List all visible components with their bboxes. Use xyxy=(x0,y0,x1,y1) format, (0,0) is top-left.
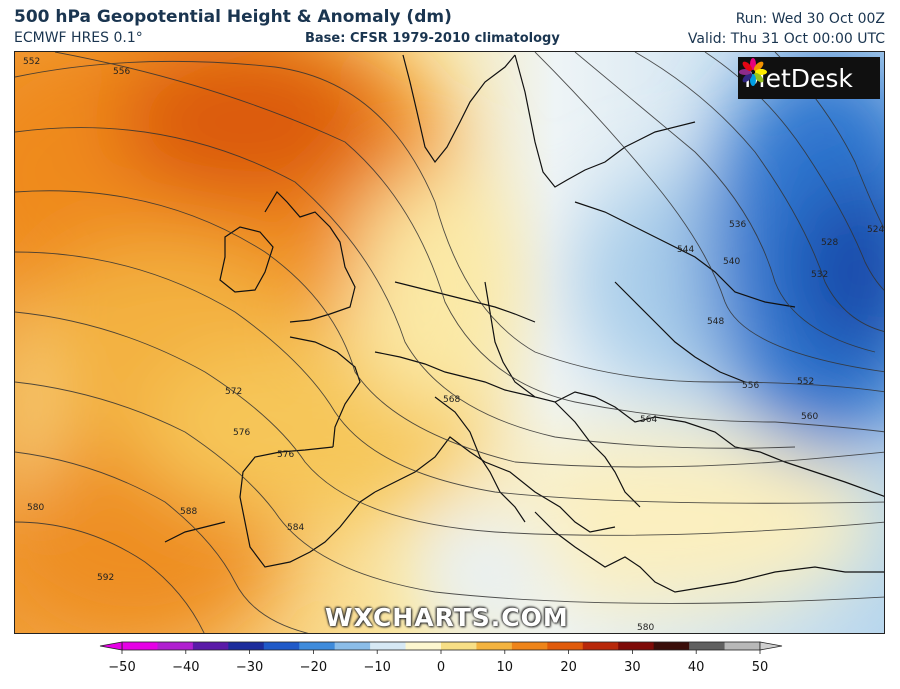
colorbar-tick-label: 50 xyxy=(751,660,769,675)
colorbar-cell xyxy=(122,642,158,650)
colorbar-cell xyxy=(370,642,407,650)
contour-label-group: 552 556 572 576 580 588 592 584 568 564 … xyxy=(23,57,884,633)
colorbar-tick-label: 20 xyxy=(560,660,577,675)
colorbar-cell xyxy=(724,642,761,650)
contour-label: 584 xyxy=(287,523,304,533)
model-label: ECMWF HRES 0.1° xyxy=(14,30,143,46)
metdesk-flower-icon xyxy=(739,58,767,86)
contour-label: 572 xyxy=(225,387,242,397)
contour-label: 560 xyxy=(801,412,818,422)
anomaly-map: 552 556 572 576 580 588 592 584 568 564 … xyxy=(14,51,885,634)
climatology-base-label: Base: CFSR 1979-2010 climatology xyxy=(305,31,560,46)
colorbar-tick-label: −10 xyxy=(363,660,391,675)
colorbar-min-arrow xyxy=(99,641,123,651)
contour-label: 556 xyxy=(742,381,759,391)
colorbar-cell xyxy=(405,642,442,650)
colorbar-cell xyxy=(192,642,229,650)
contour-label: 556 xyxy=(113,67,130,77)
colorbar-tick-label: −40 xyxy=(172,660,200,675)
contour-label: 580 xyxy=(637,623,654,633)
colorbar-tick-label: 30 xyxy=(624,660,641,675)
contour-label: 528 xyxy=(821,238,838,248)
colorbar-cell xyxy=(476,642,513,650)
colorbar-max-arrow xyxy=(759,641,783,651)
contour-label: 552 xyxy=(797,377,814,387)
contour-label: 568 xyxy=(443,395,460,405)
contour-label: 552 xyxy=(23,57,40,67)
colorbar xyxy=(99,641,783,654)
contour-label: 576 xyxy=(277,450,294,460)
metdesk-logo: MetDesk xyxy=(738,57,880,99)
colorbar-cell xyxy=(228,642,265,650)
map-canvas: 552 556 572 576 580 588 592 584 568 564 … xyxy=(15,52,884,633)
contour-label: 580 xyxy=(27,503,44,513)
colorbar-tick-label: 10 xyxy=(496,660,514,675)
contour-label: 532 xyxy=(811,270,828,280)
colorbar-cell xyxy=(547,642,584,650)
contour-label: 576 xyxy=(233,428,250,438)
colorbar-cell xyxy=(582,642,619,650)
colorbar-cell xyxy=(441,642,477,650)
colorbar-cell xyxy=(653,642,690,650)
anomaly-field xyxy=(15,52,884,633)
contour-label: 548 xyxy=(707,317,724,327)
colorbar-cell xyxy=(263,642,300,650)
colorbar-ticks xyxy=(121,650,761,654)
contour-label: 524 xyxy=(867,225,884,235)
contour-label: 592 xyxy=(97,573,114,583)
contour-label: 540 xyxy=(723,257,740,267)
height-contours xyxy=(15,52,884,633)
contour-label: 588 xyxy=(180,507,197,517)
colorbar-cells xyxy=(121,641,761,651)
colorbar-tick-label: −50 xyxy=(108,660,136,675)
chart-title: 500 hPa Geopotential Height & Anomaly (d… xyxy=(14,7,452,27)
contour-label: 544 xyxy=(677,245,694,255)
colorbar-tick-label: −30 xyxy=(235,660,264,675)
colorbar-tick-label: 0 xyxy=(436,660,446,675)
colorbar-tick-label: −20 xyxy=(299,660,328,675)
colorbar-cell xyxy=(299,642,336,650)
contour-label: 564 xyxy=(640,415,657,425)
colorbar-cell xyxy=(689,642,726,650)
colorbar-cell xyxy=(157,642,194,650)
colorbar-tick-label: 40 xyxy=(687,660,705,675)
coastlines xyxy=(164,54,884,593)
colorbar-cell xyxy=(511,642,548,650)
contour-label: 536 xyxy=(729,220,746,230)
colorbar-cell xyxy=(334,642,371,650)
colorbar-cell xyxy=(618,642,655,650)
run-time-label: Run: Wed 30 Oct 00Z xyxy=(735,11,885,27)
valid-time-label: Valid: Thu 31 Oct 00:00 UTC xyxy=(687,31,885,47)
wxcharts-watermark: WXCHARTS.COM xyxy=(325,603,569,632)
